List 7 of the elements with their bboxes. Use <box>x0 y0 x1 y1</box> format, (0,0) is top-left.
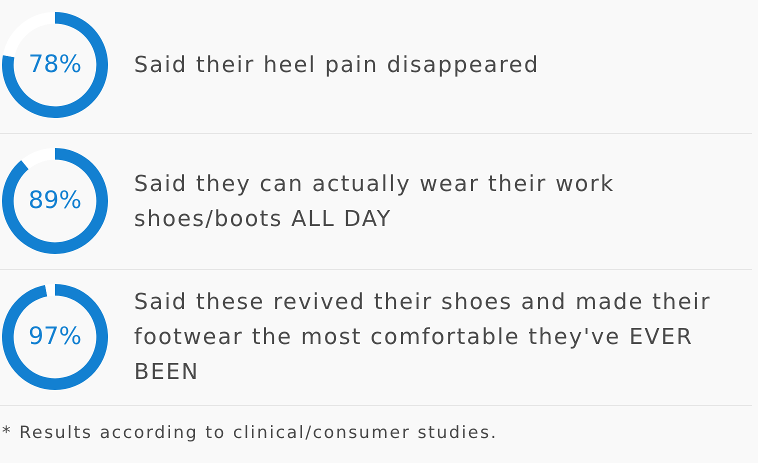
text: * Results according to clinical/consumer studies. <box>2 423 499 443</box>
data-label: 78% <box>28 50 82 78</box>
data-label: 89% <box>28 186 82 214</box>
text: Said their heel pain disappeared <box>134 52 540 80</box>
text: Said they can actually wear their work shoes/boots ALL DAY <box>134 170 616 234</box>
data-label: 97% <box>28 322 82 350</box>
text: Said these revived their shoes and made their footwear the most comfortable they've EVER BEEN <box>134 289 712 387</box>
